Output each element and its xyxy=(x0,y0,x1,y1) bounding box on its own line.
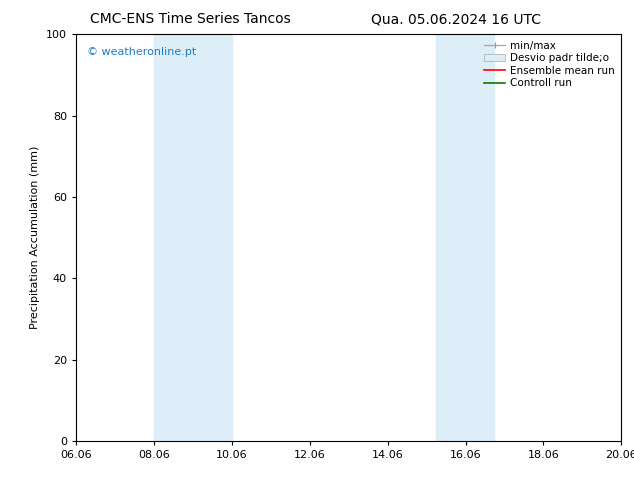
Text: Qua. 05.06.2024 16 UTC: Qua. 05.06.2024 16 UTC xyxy=(372,12,541,26)
Legend: min/max, Desvio padr tilde;o, Ensemble mean run, Controll run: min/max, Desvio padr tilde;o, Ensemble m… xyxy=(481,37,618,92)
Text: CMC-ENS Time Series Tancos: CMC-ENS Time Series Tancos xyxy=(90,12,290,26)
Y-axis label: Precipitation Accumulation (mm): Precipitation Accumulation (mm) xyxy=(30,146,41,329)
Bar xyxy=(154,34,232,441)
Text: © weatheronline.pt: © weatheronline.pt xyxy=(87,47,197,56)
Bar xyxy=(436,34,495,441)
